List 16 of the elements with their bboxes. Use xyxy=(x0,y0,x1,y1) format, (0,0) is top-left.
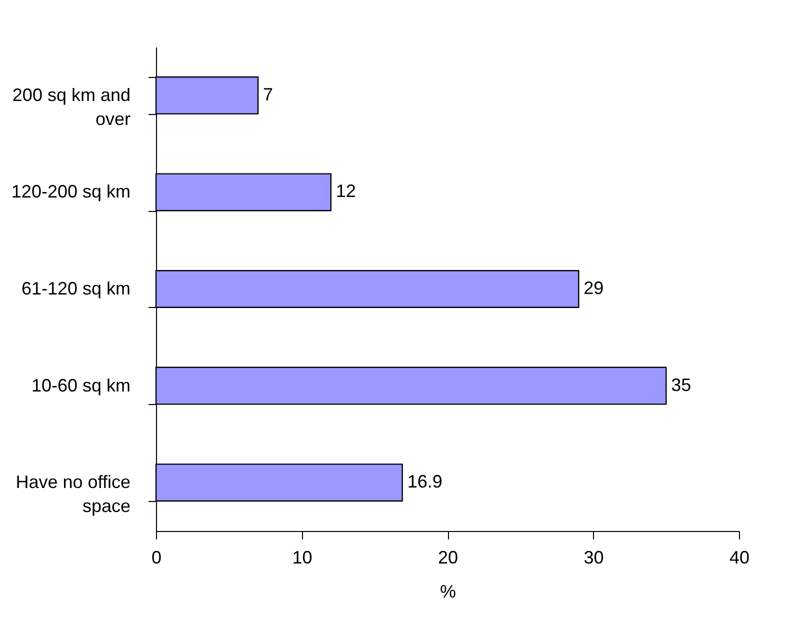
x-tick-label: 20 xyxy=(438,548,458,568)
x-tick-label: 30 xyxy=(584,548,604,568)
data-label: 12 xyxy=(336,181,356,202)
y-tick-label: 200 sq km and over xyxy=(12,84,131,129)
x-tick-label: 0 xyxy=(151,548,162,568)
y-tick-label: 61-120 sq km xyxy=(21,278,130,298)
y-tick-label: 120-200 sq km xyxy=(11,182,130,202)
x-tick-label: 10 xyxy=(292,548,312,568)
data-label: 35 xyxy=(671,374,692,395)
y-tick-label: Have no office space xyxy=(16,472,130,516)
x-axis-title: % xyxy=(440,582,456,602)
data-label: 29 xyxy=(584,278,604,298)
data-label: 16.9 xyxy=(407,472,442,492)
y-tick-label: 10-60 sq km xyxy=(31,375,130,396)
x-tick-label: 40 xyxy=(729,548,750,568)
data-label: 7 xyxy=(263,84,274,104)
